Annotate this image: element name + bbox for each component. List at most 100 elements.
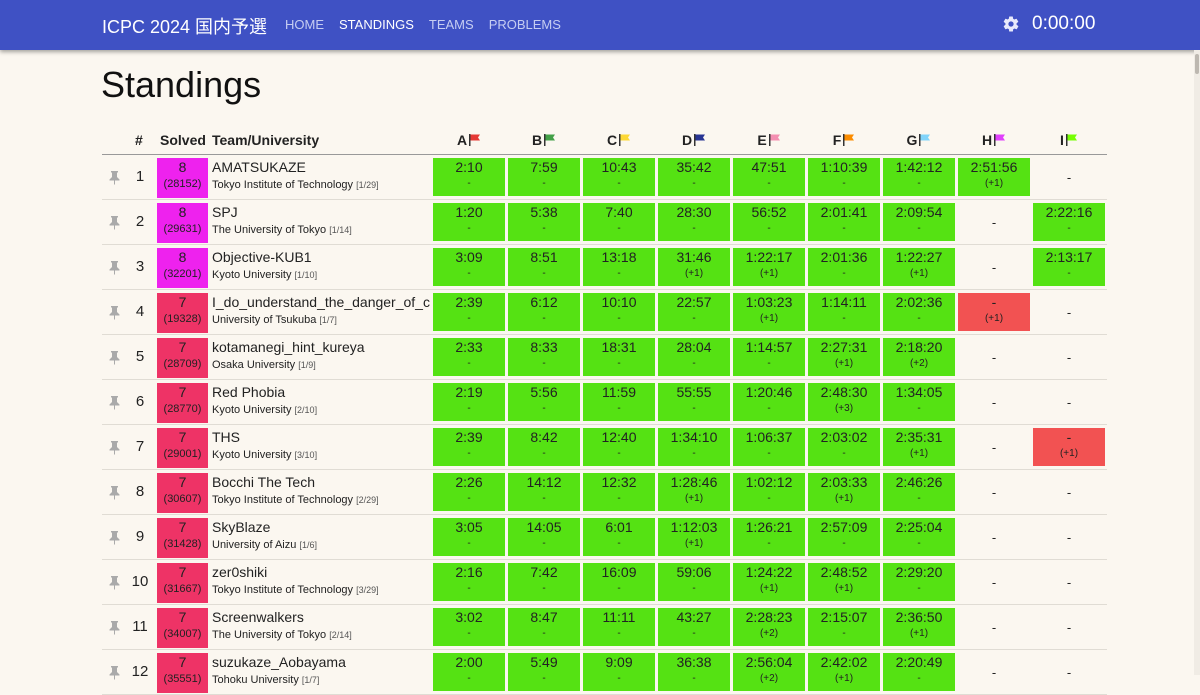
problem-header-b[interactable]: B [508,132,580,148]
team-name[interactable]: Objective-KUB1 [212,249,312,265]
result-cell-a[interactable]: 2:33 - [433,338,505,376]
result-cell-d[interactable]: 28:30 - [658,203,730,241]
team-name[interactable]: THS [212,429,240,445]
problem-header-g[interactable]: G [883,132,955,148]
pin-icon[interactable] [108,350,121,365]
result-cell-d[interactable]: 55:55 - [658,383,730,421]
table-row[interactable]: 4 7 (19328) I_do_understand_the_danger_of_c… [102,290,1107,335]
problem-header-a[interactable]: A [433,132,505,148]
result-cell-f[interactable]: 2:27:31 (+1) [808,338,880,376]
result-cell-f[interactable]: 1:10:39 - [808,158,880,196]
result-cell-h[interactable]: - [958,473,1030,511]
problem-header-i[interactable]: I [1033,132,1105,148]
result-cell-i[interactable]: - [1033,338,1105,376]
result-cell-e[interactable]: 1:22:17 (+1) [733,248,805,286]
result-cell-d[interactable]: 28:04 - [658,338,730,376]
result-cell-c[interactable]: 12:40 - [583,428,655,466]
result-cell-g[interactable]: 2:20:49 - [883,653,955,691]
pin-icon[interactable] [108,440,121,455]
result-cell-f[interactable]: 2:03:02 - [808,428,880,466]
table-row[interactable]: 5 7 (28709) kotamanegi_hint_kureya Osaka Uni… [102,335,1107,380]
result-cell-f[interactable]: 1:14:11 - [808,293,880,331]
result-cell-a[interactable]: 2:26 - [433,473,505,511]
table-row[interactable]: 9 7 (31428) SkyBlaze University of Aizu [1/6… [102,515,1107,560]
result-cell-h[interactable]: - [958,608,1030,646]
result-cell-e[interactable]: 1:20:46 - [733,383,805,421]
result-cell-d[interactable]: 36:38 - [658,653,730,691]
result-cell-b[interactable]: 8:47 - [508,608,580,646]
result-cell-b[interactable]: 14:05 - [508,518,580,556]
result-cell-b[interactable]: 5:49 - [508,653,580,691]
result-cell-f[interactable]: 2:01:36 - [808,248,880,286]
header-rank[interactable]: # [135,132,143,148]
team-name[interactable]: Screenwalkers [212,609,304,625]
table-row[interactable]: 10 7 (31667) zer0shiki Tokyo Institute of Te… [102,560,1107,605]
pin-icon[interactable] [108,530,121,545]
result-cell-h[interactable]: - (+1) [958,293,1030,331]
result-cell-c[interactable]: 16:09 - [583,563,655,601]
result-cell-h[interactable]: - [958,248,1030,286]
scrollbar-thumb[interactable] [1195,54,1199,74]
result-cell-c[interactable]: 13:18 - [583,248,655,286]
nav-problems[interactable]: PROBLEMS [488,17,561,32]
result-cell-d[interactable]: 31:46 (+1) [658,248,730,286]
result-cell-i[interactable]: 2:13:17 - [1033,248,1105,286]
scrollbar-track[interactable] [1194,50,1200,675]
result-cell-h[interactable]: - [958,653,1030,691]
pin-icon[interactable] [108,260,121,275]
result-cell-c[interactable]: 6:01 - [583,518,655,556]
result-cell-e[interactable]: 2:56:04 (+2) [733,653,805,691]
result-cell-i[interactable]: - [1033,473,1105,511]
result-cell-g[interactable]: 1:22:27 (+1) [883,248,955,286]
result-cell-d[interactable]: 22:57 - [658,293,730,331]
result-cell-i[interactable]: - [1033,653,1105,691]
result-cell-e[interactable]: 1:14:57 - [733,338,805,376]
result-cell-i[interactable]: 2:22:16 - [1033,203,1105,241]
result-cell-f[interactable]: 2:48:30 (+3) [808,383,880,421]
result-cell-g[interactable]: 2:35:31 (+1) [883,428,955,466]
result-cell-i[interactable]: - (+1) [1033,428,1105,466]
result-cell-g[interactable]: 1:42:12 - [883,158,955,196]
result-cell-i[interactable]: - [1033,293,1105,331]
pin-icon[interactable] [108,305,121,320]
team-name[interactable]: suzukaze_Aobayama [212,654,346,670]
result-cell-d[interactable]: 59:06 - [658,563,730,601]
gear-icon[interactable] [1002,15,1020,33]
result-cell-b[interactable]: 7:42 - [508,563,580,601]
result-cell-g[interactable]: 1:34:05 - [883,383,955,421]
pin-icon[interactable] [108,575,121,590]
result-cell-c[interactable]: 10:10 - [583,293,655,331]
result-cell-c[interactable]: 7:40 - [583,203,655,241]
result-cell-g[interactable]: 2:46:26 - [883,473,955,511]
result-cell-a[interactable]: 2:39 - [433,293,505,331]
nav-standings[interactable]: STANDINGS [339,17,414,32]
result-cell-b[interactable]: 8:51 - [508,248,580,286]
result-cell-a[interactable]: 3:02 - [433,608,505,646]
table-row[interactable]: 6 7 (28770) Red Phobia Kyoto University [2/1… [102,380,1107,425]
problem-header-h[interactable]: H [958,132,1030,148]
result-cell-f[interactable]: 2:42:02 (+1) [808,653,880,691]
result-cell-h[interactable]: - [958,428,1030,466]
result-cell-e[interactable]: 1:24:22 (+1) [733,563,805,601]
result-cell-a[interactable]: 2:10 - [433,158,505,196]
result-cell-b[interactable]: 5:38 - [508,203,580,241]
result-cell-b[interactable]: 8:42 - [508,428,580,466]
result-cell-g[interactable]: 2:02:36 - [883,293,955,331]
result-cell-e[interactable]: 1:06:37 - [733,428,805,466]
result-cell-h[interactable]: - [958,383,1030,421]
team-name[interactable]: Red Phobia [212,384,286,400]
result-cell-e[interactable]: 1:02:12 - [733,473,805,511]
result-cell-c[interactable]: 11:11 - [583,608,655,646]
table-row[interactable]: 11 7 (34007) Screenwalkers The University of… [102,605,1107,650]
result-cell-d[interactable]: 1:28:46 (+1) [658,473,730,511]
result-cell-g[interactable]: 2:36:50 (+1) [883,608,955,646]
result-cell-d[interactable]: 1:12:03 (+1) [658,518,730,556]
pin-icon[interactable] [108,485,121,500]
result-cell-c[interactable]: 12:32 - [583,473,655,511]
result-cell-d[interactable]: 43:27 - [658,608,730,646]
pin-icon[interactable] [108,620,121,635]
result-cell-h[interactable]: 2:51:56 (+1) [958,158,1030,196]
pin-icon[interactable] [108,395,121,410]
result-cell-f[interactable]: 2:03:33 (+1) [808,473,880,511]
team-name[interactable]: SkyBlaze [212,519,271,535]
